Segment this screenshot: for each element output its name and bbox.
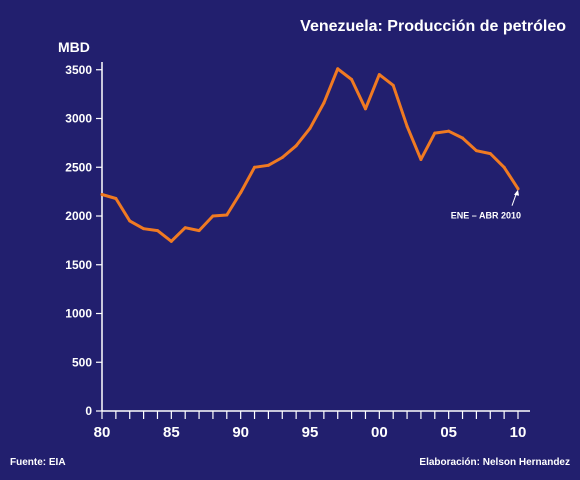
- y-ticks: 0 500 1000 1500 2000 2500 3000 3500: [65, 63, 102, 418]
- annotation-label: ENE – ABR 2010: [451, 211, 521, 221]
- data-point: [461, 136, 465, 140]
- data-point: [405, 124, 409, 128]
- data-point: [377, 73, 381, 77]
- data-point: [502, 165, 506, 169]
- chart-title: Venezuela: Producción de petróleo: [300, 18, 566, 35]
- data-point: [280, 156, 284, 159]
- x-tick-label: 80: [94, 424, 111, 441]
- x-tick-label: 10: [510, 424, 527, 441]
- data-point: [114, 196, 118, 200]
- data-point: [391, 83, 395, 87]
- data-point: [308, 126, 312, 130]
- y-tick-label: 500: [72, 355, 92, 369]
- data-point: [266, 163, 270, 167]
- y-tick-label: 3000: [65, 112, 92, 126]
- data-point: [419, 157, 423, 161]
- data-point: [474, 149, 478, 153]
- annotation: ENE – ABR 2010: [451, 189, 521, 221]
- data-point: [294, 144, 298, 148]
- data-point: [197, 229, 201, 233]
- data-point: [225, 213, 229, 217]
- source-note: Fuente: EIA: [10, 457, 66, 468]
- data-point: [211, 214, 215, 218]
- y-tick-label: 0: [85, 404, 92, 418]
- data-point: [447, 129, 451, 133]
- y-tick-label: 2000: [65, 209, 92, 223]
- data-point: [100, 193, 104, 197]
- data-point: [128, 219, 132, 223]
- data-point: [322, 101, 326, 105]
- credit-note: Elaboración: Nelson Hernandez: [419, 457, 570, 468]
- series-production: [100, 67, 520, 243]
- y-axis-label: MBD: [58, 39, 90, 55]
- axes: [101, 62, 530, 412]
- data-point: [169, 239, 173, 243]
- x-ticks: 80 85 90 95 00 05 10: [94, 411, 527, 441]
- x-tick-label: 00: [371, 424, 388, 441]
- y-tick-label: 1500: [65, 258, 92, 272]
- data-point: [239, 191, 243, 195]
- x-tick-label: 85: [163, 424, 180, 441]
- data-point: [155, 229, 159, 233]
- data-point: [183, 226, 187, 230]
- data-point: [336, 67, 340, 71]
- x-tick-label: 05: [440, 424, 457, 441]
- y-tick-label: 3500: [65, 63, 92, 77]
- data-point: [488, 152, 492, 156]
- x-tick-label: 95: [302, 424, 319, 441]
- y-tick-label: 2500: [65, 160, 92, 174]
- y-tick-label: 1000: [65, 307, 92, 321]
- data-point: [350, 78, 354, 81]
- data-point: [516, 187, 520, 191]
- data-point: [142, 227, 146, 231]
- arrow-head: [514, 189, 519, 196]
- x-tick-label: 90: [232, 424, 249, 441]
- data-point: [253, 165, 257, 169]
- data-point: [363, 107, 367, 111]
- data-point: [433, 131, 437, 135]
